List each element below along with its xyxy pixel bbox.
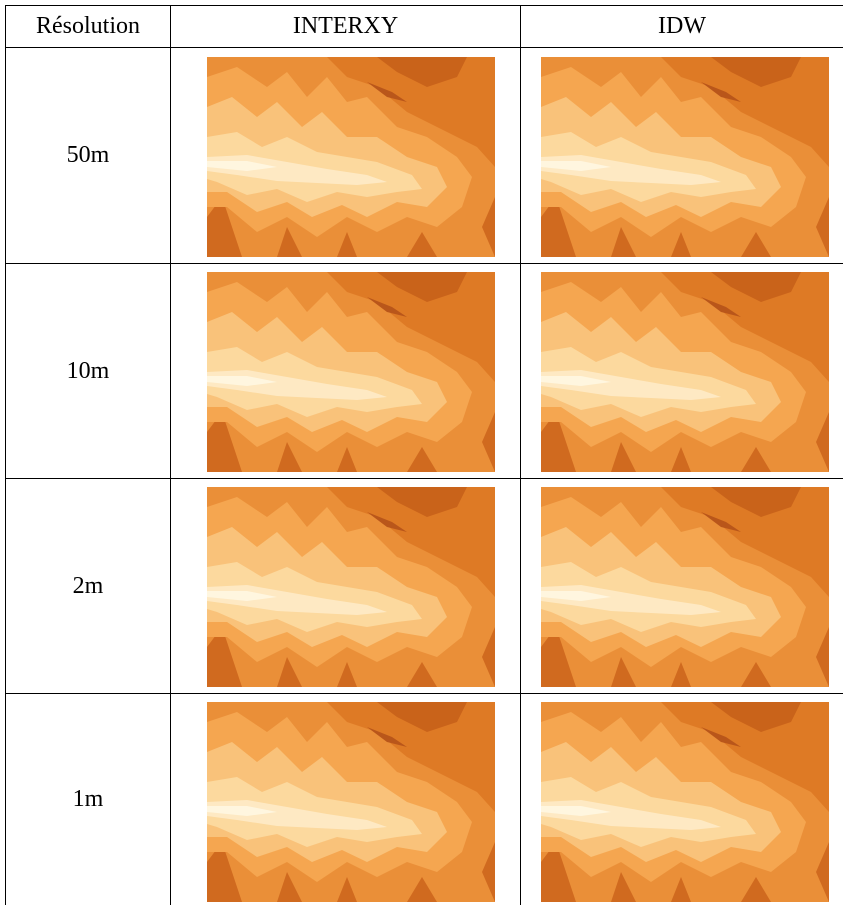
terrain-image (541, 57, 829, 257)
rule (5, 47, 843, 48)
rule (5, 5, 843, 6)
rule (5, 5, 6, 905)
rule (5, 478, 843, 479)
rule (170, 5, 171, 905)
rule (5, 263, 843, 264)
header-cell: IDW (658, 13, 706, 39)
header-cell: INTERXY (292, 13, 399, 39)
row-label: 1m (72, 786, 104, 812)
row-label: 2m (72, 572, 104, 599)
rule (5, 693, 843, 694)
terrain-image (541, 702, 829, 902)
terrain-image (541, 487, 829, 687)
row-label: 50m (66, 142, 110, 168)
header-cell: Résolution (35, 13, 140, 39)
terrain-image (541, 272, 829, 472)
terrain-image (207, 702, 495, 902)
terrain-image (207, 487, 495, 687)
terrain-image (207, 272, 495, 472)
terrain-image (207, 57, 495, 257)
row-label: 10m (66, 357, 110, 384)
rule (520, 5, 521, 905)
